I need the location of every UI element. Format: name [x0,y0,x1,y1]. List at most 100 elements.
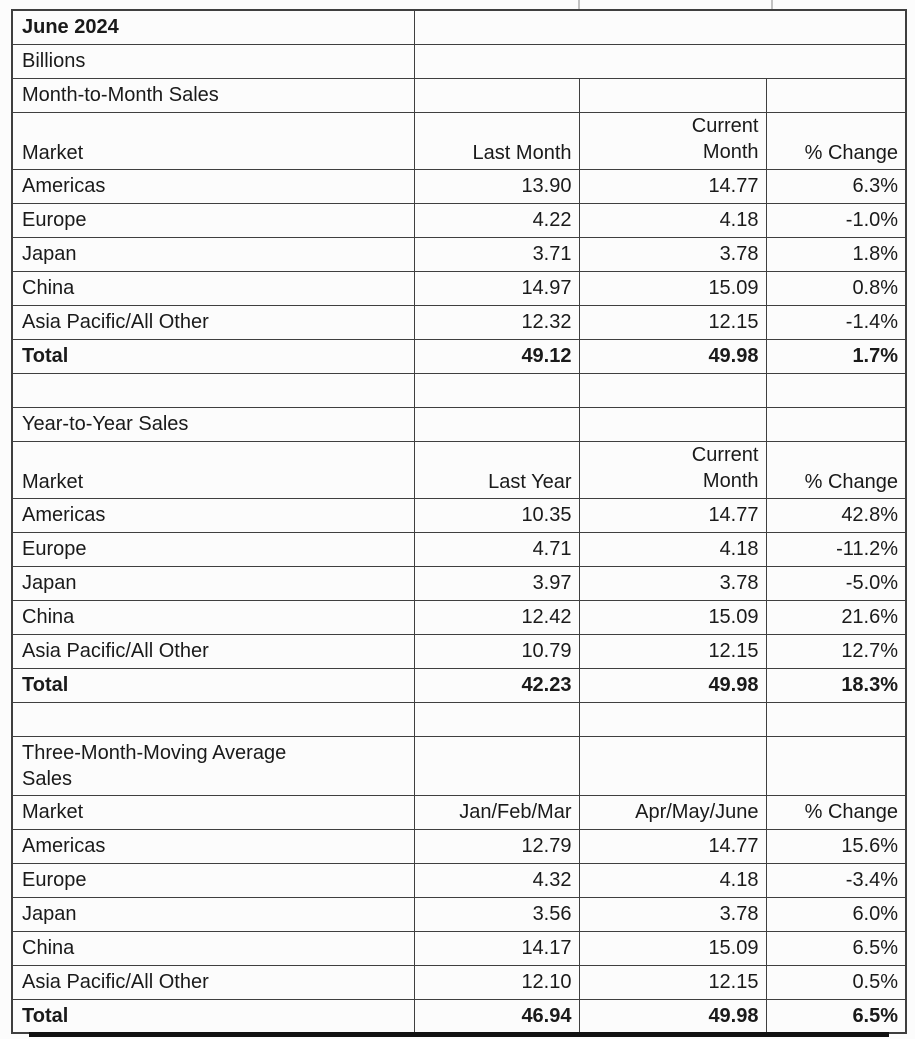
market-name-cell: Europe [11,202,415,238]
pct-change-cell: 6.3% [765,168,907,204]
market-column-header: Market [11,794,415,830]
empty-cell [413,701,580,737]
current-value-cell: 14.77 [578,828,767,864]
empty-cell [413,406,580,442]
empty-cell [765,372,907,408]
table-row: China 12.42 15.09 21.6% [11,599,907,635]
prior-value-cell: 12.32 [413,304,580,340]
total-label-cell: Total [11,338,415,374]
current-value-cell: 14.77 [578,497,767,533]
section-title-row: Month-to-Month Sales [11,77,907,113]
empty-cell [578,372,767,408]
sales-table: June 2024 Billions Month-to-Month Sales … [11,9,908,1034]
empty-cell [11,701,415,737]
spacer-row [11,701,907,737]
current-column-header: Current Month [578,440,767,499]
units-row: Billions [11,43,907,79]
empty-cell [765,77,907,113]
current-value-cell: 12.15 [578,304,767,340]
table-row: China 14.97 15.09 0.8% [11,270,907,306]
prior-value-cell: 10.35 [413,497,580,533]
market-name-cell: China [11,599,415,635]
column-header-row: Market Jan/Feb/Mar Apr/May/June % Change [11,794,907,830]
market-name-cell: Asia Pacific/All Other [11,964,415,1000]
empty-cell [413,735,580,796]
prior-value-cell: 14.17 [413,930,580,966]
table-row: Europe 4.71 4.18 -11.2% [11,531,907,567]
market-name-cell: Europe [11,862,415,898]
total-row: Total 42.23 49.98 18.3% [11,667,907,703]
table-row: Europe 4.22 4.18 -1.0% [11,202,907,238]
pct-change-cell: 12.7% [765,633,907,669]
market-name-cell: Americas [11,828,415,864]
empty-cell [413,372,580,408]
market-name-cell: Asia Pacific/All Other [11,633,415,669]
prior-value-cell: 3.56 [413,896,580,932]
pct-change-cell: 21.6% [765,599,907,635]
section-title: Month-to-Month Sales [11,77,415,113]
current-value-cell: 3.78 [578,236,767,272]
current-value-cell: 15.09 [578,270,767,306]
table-row: Europe 4.32 4.18 -3.4% [11,862,907,898]
total-current-cell: 49.98 [578,338,767,374]
current-value-cell: 4.18 [578,862,767,898]
empty-cell [765,406,907,442]
section-title-row: Three-Month-Moving Average Sales [11,735,907,796]
market-name-cell: Americas [11,497,415,533]
prior-value-cell: 4.71 [413,531,580,567]
empty-cell [765,735,907,796]
empty-cell [413,43,907,79]
current-value-cell: 3.78 [578,896,767,932]
section-title: Year-to-Year Sales [11,406,415,442]
pct-change-cell: 42.8% [765,497,907,533]
units-label: Billions [11,43,415,79]
empty-cell [578,701,767,737]
section-title-row: Year-to-Year Sales [11,406,907,442]
pct-change-cell: -1.0% [765,202,907,238]
current-header-line2: Month [702,469,759,492]
table-row: Japan 3.56 3.78 6.0% [11,896,907,932]
market-name-cell: China [11,930,415,966]
market-name-cell: Americas [11,168,415,204]
current-value-cell: 4.18 [578,531,767,567]
empty-cell [413,9,907,45]
pct-change-cell: -5.0% [765,565,907,601]
market-name-cell: China [11,270,415,306]
pct-change-cell: 0.5% [765,964,907,1000]
table-row: Asia Pacific/All Other 12.32 12.15 -1.4% [11,304,907,340]
column-header-row: Market Last Month Current Month % Change [11,111,907,170]
prior-column-header: Last Year [413,440,580,499]
table-row: Americas 10.35 14.77 42.8% [11,497,907,533]
crop-artifact-tick [771,0,773,9]
section-year-to-year: Year-to-Year Sales Market Last Year Curr… [11,406,907,737]
section-month-to-month: Month-to-Month Sales Market Last Month C… [11,77,907,408]
current-header-line1: Current [691,443,759,466]
prior-value-cell: 3.71 [413,236,580,272]
current-value-cell: 15.09 [578,599,767,635]
change-column-header: % Change [765,794,907,830]
pct-change-cell: -1.4% [765,304,907,340]
market-name-cell: Japan [11,896,415,932]
market-column-header: Market [11,440,415,499]
total-pct-change-cell: 1.7% [765,338,907,374]
current-value-cell: 12.15 [578,633,767,669]
empty-cell [578,406,767,442]
pct-change-cell: -11.2% [765,531,907,567]
change-column-header: % Change [765,440,907,499]
total-pct-change-cell: 6.5% [765,998,907,1034]
spacer-row [11,372,907,408]
total-current-cell: 49.98 [578,667,767,703]
table-row: Americas 12.79 14.77 15.6% [11,828,907,864]
pct-change-cell: 1.8% [765,236,907,272]
section-title-line1: Three-Month-Moving Average [22,741,287,764]
current-column-header: Current Month [578,111,767,170]
table-row: China 14.17 15.09 6.5% [11,930,907,966]
total-prior-cell: 49.12 [413,338,580,374]
prior-value-cell: 4.32 [413,862,580,898]
empty-cell [11,372,415,408]
table-row: Asia Pacific/All Other 10.79 12.15 12.7% [11,633,907,669]
pct-change-cell: 6.5% [765,930,907,966]
report-month-row: June 2024 [11,9,907,45]
prior-value-cell: 12.79 [413,828,580,864]
table-row: Asia Pacific/All Other 12.10 12.15 0.5% [11,964,907,1000]
